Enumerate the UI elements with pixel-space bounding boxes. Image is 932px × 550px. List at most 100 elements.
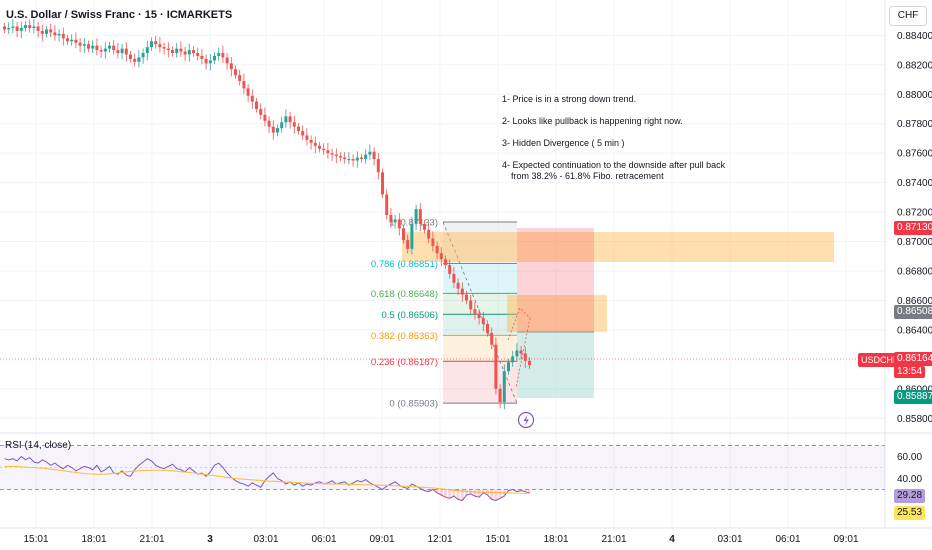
candle-body [423,223,426,230]
price-tick-label: 0.86800 [897,266,932,277]
fib-level-label: 0 (0.85903) [389,399,438,410]
candle-body [28,25,32,28]
price-tick-label: 0.86000 [897,384,932,395]
candle-body [309,139,313,143]
candle-body [301,131,305,136]
candle-body [112,45,116,51]
candle-body [137,57,141,62]
candle-body [87,44,90,49]
symbol-label: USDCHF [858,353,902,367]
candle-body [305,135,309,140]
price-tick-label: 0.86600 [897,296,932,307]
candle-body [507,362,510,372]
forecast-path [507,307,531,389]
time-tick-label: 03:01 [717,534,742,545]
candle-body [255,101,258,109]
candle-body [322,148,326,151]
candle-body [24,25,27,28]
candle-body [334,154,338,157]
candle-body [284,116,288,123]
candle-body [175,48,179,54]
supply-zone-upper [402,232,834,262]
candle-body [376,159,380,173]
rsi-ma-line [4,465,530,495]
fib-level-label: 1 (0.87133) [389,217,438,228]
candle-body [267,120,271,127]
price-tick-label: 0.85800 [897,414,932,425]
time-tick-label: 21:01 [601,534,626,545]
candle-body [393,219,397,223]
short-position-stop-zone [517,228,594,332]
candle-body [74,39,78,43]
fib-zone [443,314,517,336]
candle-body [502,371,506,403]
candle-body [61,33,65,39]
candle-body [78,42,82,46]
price-tick-label: 0.87400 [897,178,932,189]
time-tick-label: 12:01 [427,534,452,545]
fib-level-label: 0.382 (0.86363) [371,331,438,342]
candle-body [217,53,221,56]
candle-body [103,48,107,52]
candle-body [339,156,342,158]
candle-body [57,33,61,36]
fibonacci-retracement[interactable]: 1 (0.87133) 0.786 (0.86851) 0.618 (0.86648… [371,217,834,410]
fib-level-label: 0.618 (0.86648) [371,289,438,300]
time-tick-label: 18:01 [81,534,106,545]
candle-body [120,48,124,54]
candle-body [456,282,460,289]
candle-body [11,26,15,28]
candle-body [330,153,334,155]
candle-body [70,39,74,42]
fib-zone [443,361,517,404]
candle-body [465,294,468,301]
time-tick-label: 06:01 [311,534,336,545]
candle-body [397,219,401,229]
time-tick-label: 09:01 [369,534,394,545]
candle-body [297,126,300,132]
candle-body [473,309,477,314]
price-tick-label: 0.87200 [897,208,932,219]
candle-body [171,50,174,54]
note-1: 1- Price is in a strong down trend. [502,94,637,104]
candle-body [150,41,153,48]
candle-body [45,29,48,34]
candle-body [460,288,464,295]
candle-body [431,238,435,246]
supply-zone-lower [507,295,607,332]
bar-countdown-label: 13:54 [894,366,926,378]
price-label-zone-mid: 0.86508 [894,305,932,319]
candle-body [15,26,19,31]
candle-body [326,150,330,154]
candle-body [32,26,36,28]
note-4-continued: from 38.2% - 61.8% Fibo. retracement [511,171,664,181]
candle-body [238,75,242,82]
price-axis[interactable]: 0.88400 0.88200 0.88000 0.87800 0.87600 0.874… [897,31,932,425]
candle-body [511,356,515,363]
candle-body [200,55,204,59]
rsi-title[interactable]: RSI (14, close) [5,440,72,451]
candle-body [276,128,279,133]
candle-body [192,50,195,54]
time-tick-label: 18:01 [543,534,568,545]
candle-body [372,151,376,160]
candle-body [368,151,372,155]
candle-body [242,81,246,89]
time-axis[interactable]: 15:01 18:01 21:01 3 03:01 06:01 09:01 12:01 15:0… [23,534,858,545]
candle-body [318,145,321,149]
currency-button[interactable]: CHF [889,6,927,26]
rsi-pane: 60.00 40.00 [0,445,922,502]
last-price-label: 0.86164 [894,352,932,366]
symbol-title[interactable]: U.S. Dollar / Swiss Franc · 15 · ICMARKE… [6,9,233,21]
candle-body [246,88,250,96]
candlestick-series [3,19,531,410]
candle-body [19,27,23,31]
lightning-event-icon[interactable] [517,411,535,429]
fib-level-label: 0.236 (0.86187) [371,357,438,368]
candle-body [381,172,384,195]
fib-level-label: 0.5 (0.86506) [381,310,438,321]
candle-body [343,157,347,160]
candle-body [250,95,254,102]
price-tick-label: 0.87600 [897,149,932,160]
